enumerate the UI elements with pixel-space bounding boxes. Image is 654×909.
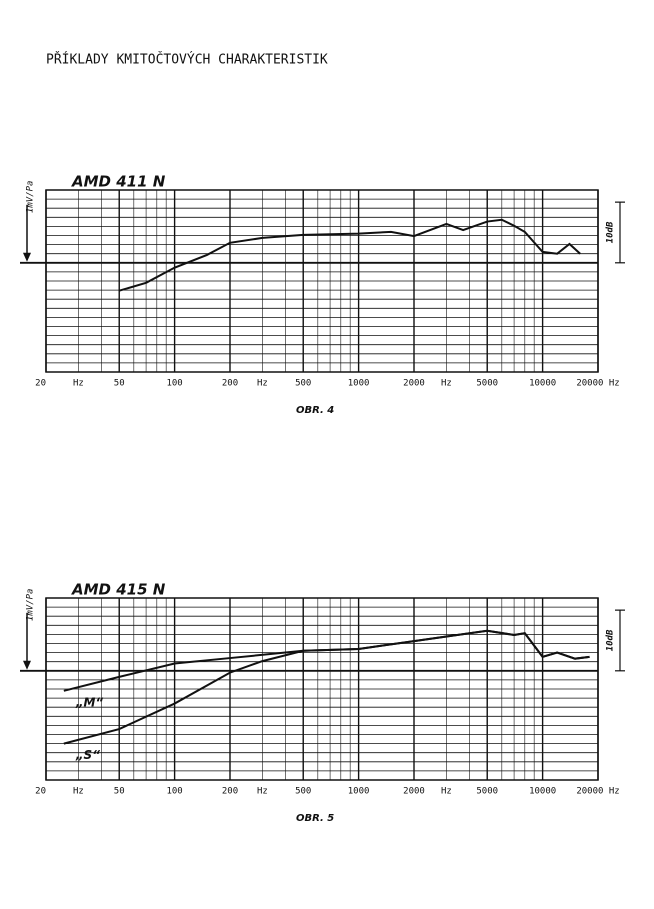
- x-unit-label: Hz: [441, 787, 452, 797]
- x-tick-label: 100: [166, 379, 182, 389]
- x-tick-label: 100: [166, 787, 182, 797]
- x-tick-label: 20000 Hz: [576, 379, 619, 389]
- x-tick-label: 200: [222, 379, 238, 389]
- series-label: „M“: [75, 695, 104, 709]
- plot-frame: [45, 189, 599, 373]
- x-tick-label: 500: [295, 379, 311, 389]
- y-label: 1mV/Pa: [26, 589, 36, 622]
- scale-label: 10dB: [606, 629, 616, 651]
- x-unit-label: Hz: [257, 379, 268, 389]
- caption: OBR. 5: [296, 813, 334, 824]
- y-label: 1mV/Pa: [26, 181, 36, 214]
- x-tick-label: 5000: [476, 787, 498, 797]
- x-tick-label: 20000 Hz: [576, 787, 619, 797]
- series-line: [63, 629, 590, 745]
- scale-label: 10dB: [606, 221, 616, 243]
- x-tick-label: 1000: [348, 379, 370, 389]
- x-unit-label: Hz: [73, 379, 84, 389]
- x-tick-label: 200: [222, 787, 238, 797]
- chart-title: AMD 415 N: [71, 581, 166, 599]
- x-unit-label: Hz: [441, 379, 452, 389]
- x-tick-label: 20: [35, 379, 46, 389]
- x-unit-label: Hz: [257, 787, 268, 797]
- chart-title: AMD 411 N: [71, 173, 166, 191]
- x-tick-label: 20: [35, 787, 46, 797]
- series-label: „S“: [75, 748, 100, 762]
- x-tick-label: 500: [295, 787, 311, 797]
- x-tick-label: 2000: [403, 787, 425, 797]
- x-tick-label: 50: [114, 379, 125, 389]
- arrow-head: [23, 252, 31, 262]
- series-line: [118, 218, 581, 292]
- x-tick-label: 50: [114, 787, 125, 797]
- x-tick-label: 2000: [403, 379, 425, 389]
- x-tick-label: 10000: [529, 379, 556, 389]
- x-tick-label: 10000: [529, 787, 556, 797]
- x-tick-label: 5000: [476, 379, 498, 389]
- plot-frame: [45, 597, 599, 781]
- page-title: PŘÍKLADY KMITOČTOVÝCH CHARAKTERISTIK: [46, 52, 328, 68]
- x-tick-label: 1000: [348, 787, 370, 797]
- x-unit-label: Hz: [73, 787, 84, 797]
- caption: OBR. 4: [296, 405, 334, 416]
- arrow-head: [23, 660, 31, 670]
